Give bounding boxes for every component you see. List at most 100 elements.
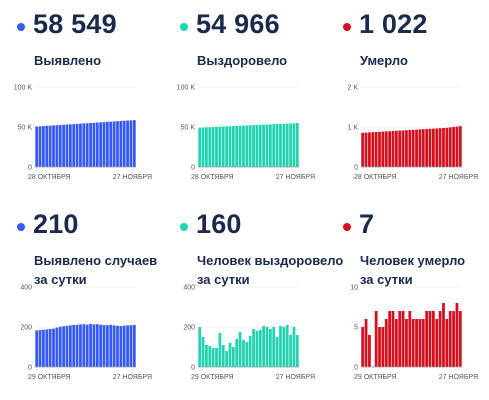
panel-value: 1 022 [359, 9, 428, 39]
bar [428, 128, 432, 167]
bar [122, 120, 126, 167]
bar [58, 125, 62, 167]
bar [68, 325, 72, 367]
bar [245, 125, 249, 167]
bar [289, 123, 292, 167]
x-tick-label: 28 ОКТЯБРЯ [354, 174, 397, 181]
bar [225, 351, 228, 367]
bar [205, 127, 208, 167]
bar [258, 330, 262, 367]
bar [35, 126, 39, 167]
bar [292, 123, 296, 167]
bar [252, 125, 255, 167]
x-tick-label: 27 НОЯБРЯ [276, 374, 315, 381]
y-tick-label: 400 [20, 285, 32, 292]
bar [238, 125, 242, 167]
bar [129, 325, 133, 367]
bar [275, 124, 279, 167]
bar [425, 129, 429, 167]
blue-dot-icon [17, 223, 25, 231]
bar [198, 127, 202, 167]
bar [122, 325, 126, 367]
bar [248, 336, 252, 367]
panel-label: Человек выздоровело за сутки [197, 253, 344, 287]
chart-recovered-daily: 0 200 400 29 ОКТЯБРЯ 27 НОЯБРЯ [183, 285, 315, 382]
bar [361, 132, 365, 167]
bar [82, 123, 86, 167]
y-tick-label: 0 [28, 365, 32, 372]
bar [126, 120, 129, 167]
bar [432, 311, 435, 367]
blue-dot-icon [17, 23, 25, 31]
bar [364, 319, 368, 367]
y-tick-label: 10 [350, 285, 358, 292]
bar [252, 329, 255, 367]
bar [391, 311, 395, 367]
bar [398, 311, 402, 367]
bar [242, 340, 245, 367]
bar [112, 121, 116, 167]
red-dot-icon [343, 23, 351, 31]
y-tick-label: 2 K [347, 85, 358, 92]
bar [65, 124, 69, 167]
bar [435, 319, 439, 367]
bar [398, 130, 402, 167]
bar [418, 129, 422, 167]
bar [221, 345, 225, 367]
bar [215, 348, 218, 367]
bar [221, 126, 225, 167]
bar [384, 131, 388, 167]
bar [208, 127, 212, 167]
x-tick-label: 27 НОЯБРЯ [439, 374, 478, 381]
bar [55, 125, 59, 167]
bar [432, 128, 435, 167]
bar [198, 327, 202, 367]
bar [255, 331, 259, 367]
bar [65, 325, 69, 367]
panel-value: 58 549 [33, 9, 117, 39]
y-tick-label: 50 K [18, 125, 33, 132]
bar [255, 125, 259, 167]
y-tick-label: 0 [191, 365, 195, 372]
y-tick-label: 1 K [347, 125, 358, 132]
bar [428, 311, 432, 367]
x-tick-label: 27 НОЯБРЯ [276, 174, 315, 181]
bar [408, 311, 412, 367]
panel-label: Выявлено [34, 53, 102, 68]
bar [368, 132, 371, 167]
bar [62, 326, 65, 367]
bar [92, 122, 96, 167]
bar [102, 122, 106, 167]
bar [269, 124, 272, 167]
bar [106, 325, 109, 367]
y-tick-label: 0 [354, 165, 358, 172]
bar [289, 335, 292, 367]
bar [231, 347, 235, 367]
y-tick-label: 0 [28, 165, 32, 172]
red-dot-icon [343, 223, 351, 231]
bar [45, 329, 49, 367]
bar [388, 311, 391, 367]
panel-label: Выздоровело [197, 53, 288, 68]
bar [55, 327, 59, 367]
bar [282, 327, 286, 367]
bar [218, 126, 222, 167]
bar [119, 326, 123, 367]
panel-recovered-total: 54 966 Выздоровело 0 50 K 100 K 28 ОКТЯБРЯ 2… [163, 0, 326, 200]
y-tick-label: 200 [20, 325, 32, 332]
bar [272, 327, 276, 367]
bar [411, 129, 415, 167]
bar [201, 337, 205, 367]
bar [211, 127, 215, 167]
bar [458, 311, 462, 367]
bar [112, 325, 116, 367]
bar [75, 123, 79, 167]
y-tick-label: 50 K [181, 125, 196, 132]
bar [452, 127, 455, 167]
bar [445, 127, 449, 167]
bar [119, 121, 123, 167]
bar [35, 330, 39, 367]
bar [438, 311, 442, 367]
bar [132, 325, 136, 367]
y-tick-label: 5 [354, 325, 358, 332]
